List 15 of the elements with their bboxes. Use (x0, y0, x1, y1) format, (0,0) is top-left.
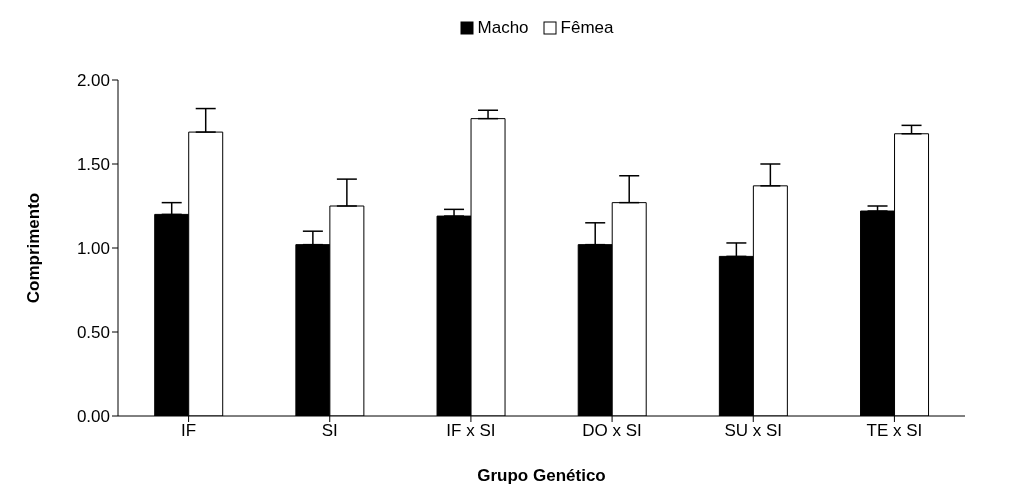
x-tick-label: IF (181, 421, 197, 441)
x-tick-label: DO x SI (582, 421, 642, 441)
y-tick-label: 1.50 (76, 155, 110, 175)
x-tick-label: SI (321, 421, 338, 441)
x-tick-label: IF x SI (446, 421, 496, 441)
x-tick-label: TE x SI (866, 421, 923, 441)
legend-label: Macho (477, 18, 529, 38)
y-tick-label: 2.00 (76, 71, 110, 91)
legend-label: Fêmea (560, 18, 614, 38)
y-tick-label: 0.00 (76, 407, 110, 427)
x-axis-title: Grupo Genético (477, 466, 606, 485)
y-tick-label: 1.00 (76, 239, 110, 259)
y-tick-label: 0.50 (76, 323, 110, 343)
y-axis-title: Comprimento (24, 192, 44, 304)
x-tick-label: SU x SI (724, 421, 783, 441)
